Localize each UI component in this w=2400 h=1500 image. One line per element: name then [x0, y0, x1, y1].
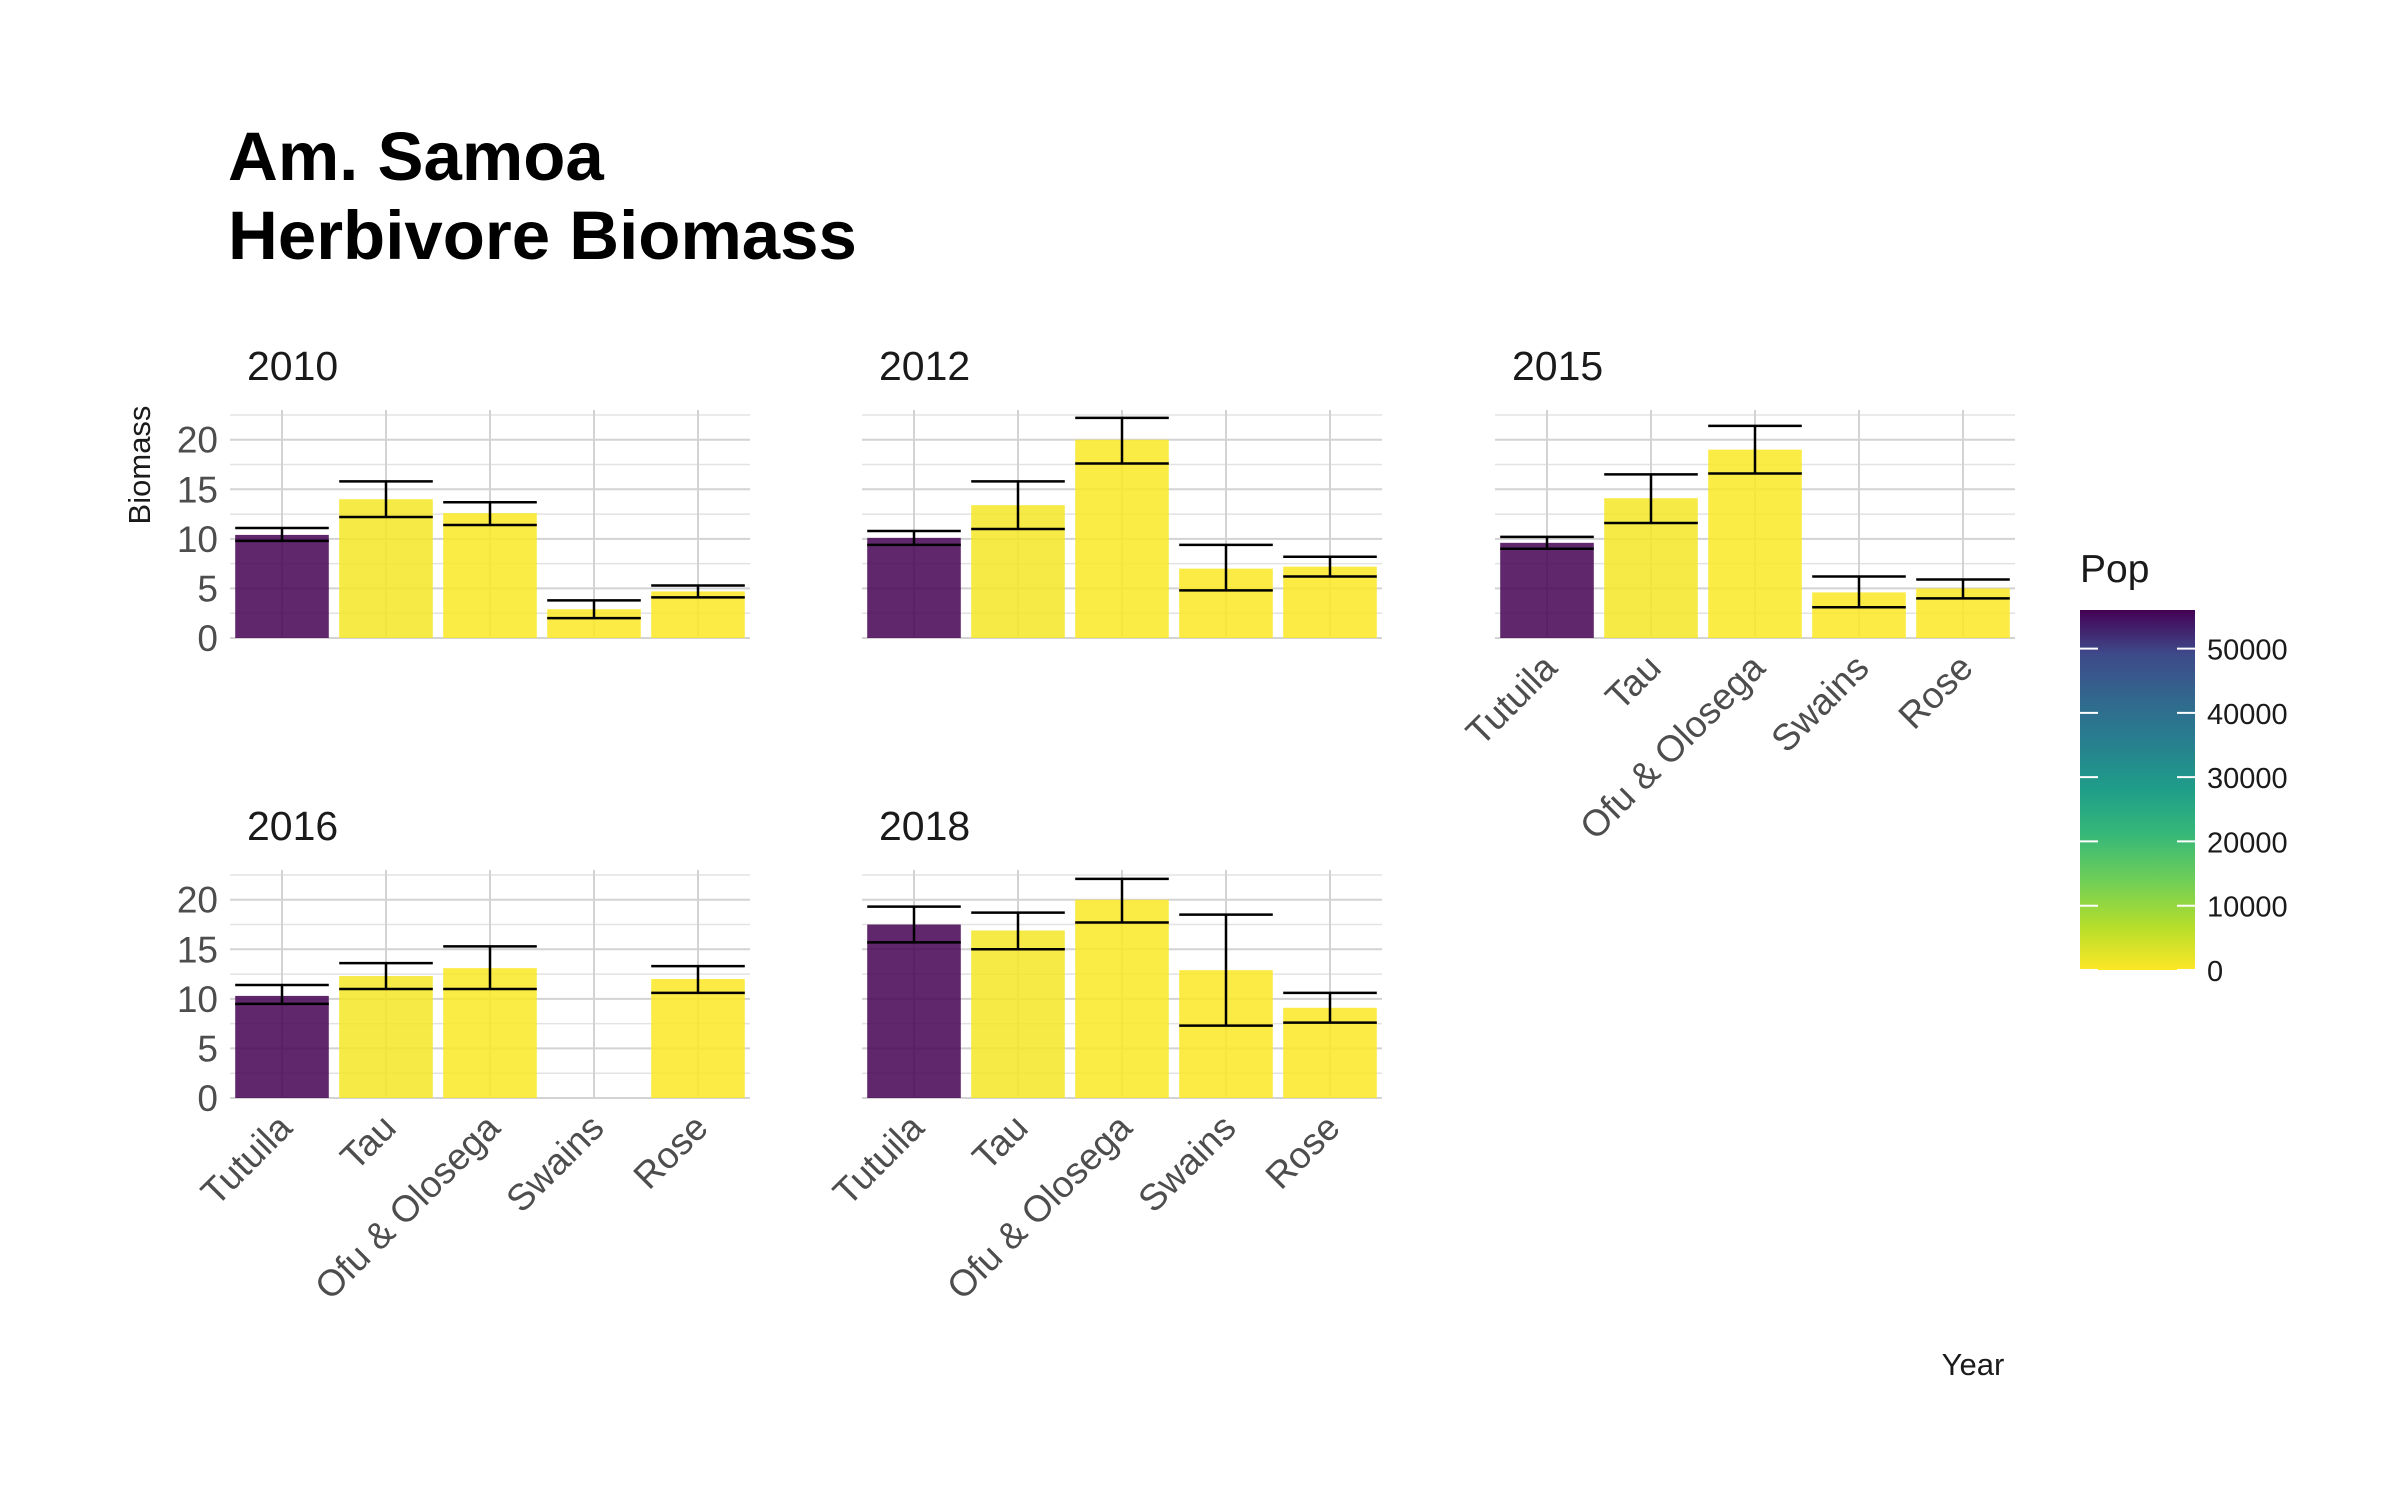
x-tick-label: Ofu & Olosega [939, 1106, 1140, 1307]
error-bar-2018-rose [1283, 991, 1377, 1024]
y-tick-label: 0 [197, 1078, 218, 1119]
bar-2010-tau [339, 499, 433, 638]
error-bar-2010-swains [547, 599, 641, 620]
error-bar-2018-tutuila [867, 905, 961, 944]
x-tick-label: Tutuila [1458, 646, 1565, 753]
error-bar-2012-swains [1179, 543, 1273, 592]
legend: Pop 0 10000 20000 30000 40000 50000 [2080, 548, 2288, 988]
legend-tick-label: 30000 [2207, 763, 2288, 795]
y-tick-label: 5 [197, 1028, 218, 1069]
legend-title: Pop [2080, 548, 2149, 591]
error-bar-2016-tutuila [235, 983, 329, 1006]
error-bar-2016-ofu-olosega [443, 945, 537, 991]
chart-title-line-2: Herbivore Biomass [228, 197, 857, 274]
x-tick-label: Swains [1763, 647, 1876, 760]
x-tick-label: Tau [332, 1107, 403, 1178]
error-bar-2010-ofu-olosega [443, 500, 537, 527]
error-bar-2012-ofu-olosega [1075, 416, 1169, 465]
error-bar-2010-tau [339, 480, 433, 519]
bar-2018-tau [971, 930, 1065, 1098]
panel-2012: 2012 [862, 343, 1382, 639]
x-axis-label: Year [1942, 1347, 2005, 1382]
bar-2016-tutuila [235, 995, 329, 1098]
bar-2016-tau [339, 976, 433, 1098]
y-tick-label: 15 [177, 929, 218, 970]
x-tick-label: Ofu & Olosega [307, 1106, 508, 1307]
bar-2016-rose [651, 979, 745, 1098]
panel-title-2012: 2012 [879, 343, 970, 389]
x-tick-label: Swains [498, 1107, 611, 1220]
legend-tick-label: 10000 [2207, 892, 2288, 924]
x-tick-label: Rose [1258, 1107, 1348, 1197]
x-tick-label: Tau [1597, 647, 1668, 718]
legend-ticks: 0 10000 20000 30000 40000 50000 [2080, 635, 2288, 988]
legend-colorbar [2080, 610, 2195, 970]
panel-title-2018: 2018 [879, 803, 970, 849]
y-tick-label: 0 [197, 618, 218, 659]
error-bar-2016-tau [339, 961, 433, 991]
error-bar-2015-rose [1916, 578, 2010, 600]
y-tick-label: 5 [197, 568, 218, 609]
panel-title-2015: 2015 [1512, 343, 1603, 389]
error-bar-2010-rose [651, 584, 745, 599]
bar-2018-tutuila [867, 924, 961, 1098]
legend-tick-label: 0 [2207, 956, 2223, 988]
bar-2012-rose [1283, 566, 1377, 638]
y-tick-label: 10 [177, 519, 218, 560]
bar-2010-ofu-olosega [443, 513, 537, 638]
bar-2010-rose [651, 591, 745, 638]
bar-2015-ofu-olosega [1708, 449, 1802, 638]
chart-title-line-1: Am. Samoa [228, 118, 604, 195]
y-tick-label: 20 [177, 880, 218, 921]
legend-tick-label: 50000 [2207, 635, 2288, 667]
error-bar-2018-ofu-olosega [1075, 877, 1169, 924]
error-bar-2012-tutuila [867, 529, 961, 547]
x-tick-label: Tutuila [193, 1106, 300, 1213]
bar-2018-ofu-olosega [1075, 899, 1169, 1098]
error-bar-2018-tau [971, 911, 1065, 951]
error-bar-2015-tau [1604, 473, 1698, 525]
error-bar-2015-tutuila [1500, 535, 1594, 551]
error-bar-2016-rose [651, 964, 745, 995]
panel-2010: 2010 0 5 10 15 20 [177, 343, 750, 659]
y-tick-label: 10 [177, 979, 218, 1020]
x-tick-label: Ofu & Olosega [1572, 646, 1773, 847]
x-tick-label: Rose [626, 1107, 716, 1197]
error-bar-2018-swains [1179, 913, 1273, 1027]
bar-2010-tutuila [235, 534, 329, 638]
legend-tick-label: 40000 [2207, 699, 2288, 731]
bar-2015-tutuila [1500, 542, 1594, 638]
panel-title-2010: 2010 [247, 343, 338, 389]
error-bar-2015-ofu-olosega [1708, 424, 1802, 475]
y-axis-label: Biomass [122, 406, 157, 525]
legend-tick-label: 20000 [2207, 827, 2288, 859]
x-tick-label: Tau [964, 1107, 1035, 1178]
error-bar-2012-tau [971, 480, 1065, 531]
y-tick-label: 15 [177, 469, 218, 510]
bar-2012-tutuila [867, 537, 961, 638]
x-tick-label: Swains [1130, 1107, 1243, 1220]
error-bar-2015-swains [1812, 575, 1906, 609]
bar-2012-ofu-olosega [1075, 439, 1169, 638]
panel-title-2016: 2016 [247, 803, 338, 849]
error-bar-2010-tutuila [235, 526, 329, 543]
x-tick-label: Tutuila [825, 1106, 932, 1213]
x-tick-label: Rose [1891, 647, 1981, 737]
y-tick-label: 20 [177, 420, 218, 461]
error-bar-2012-rose [1283, 555, 1377, 578]
